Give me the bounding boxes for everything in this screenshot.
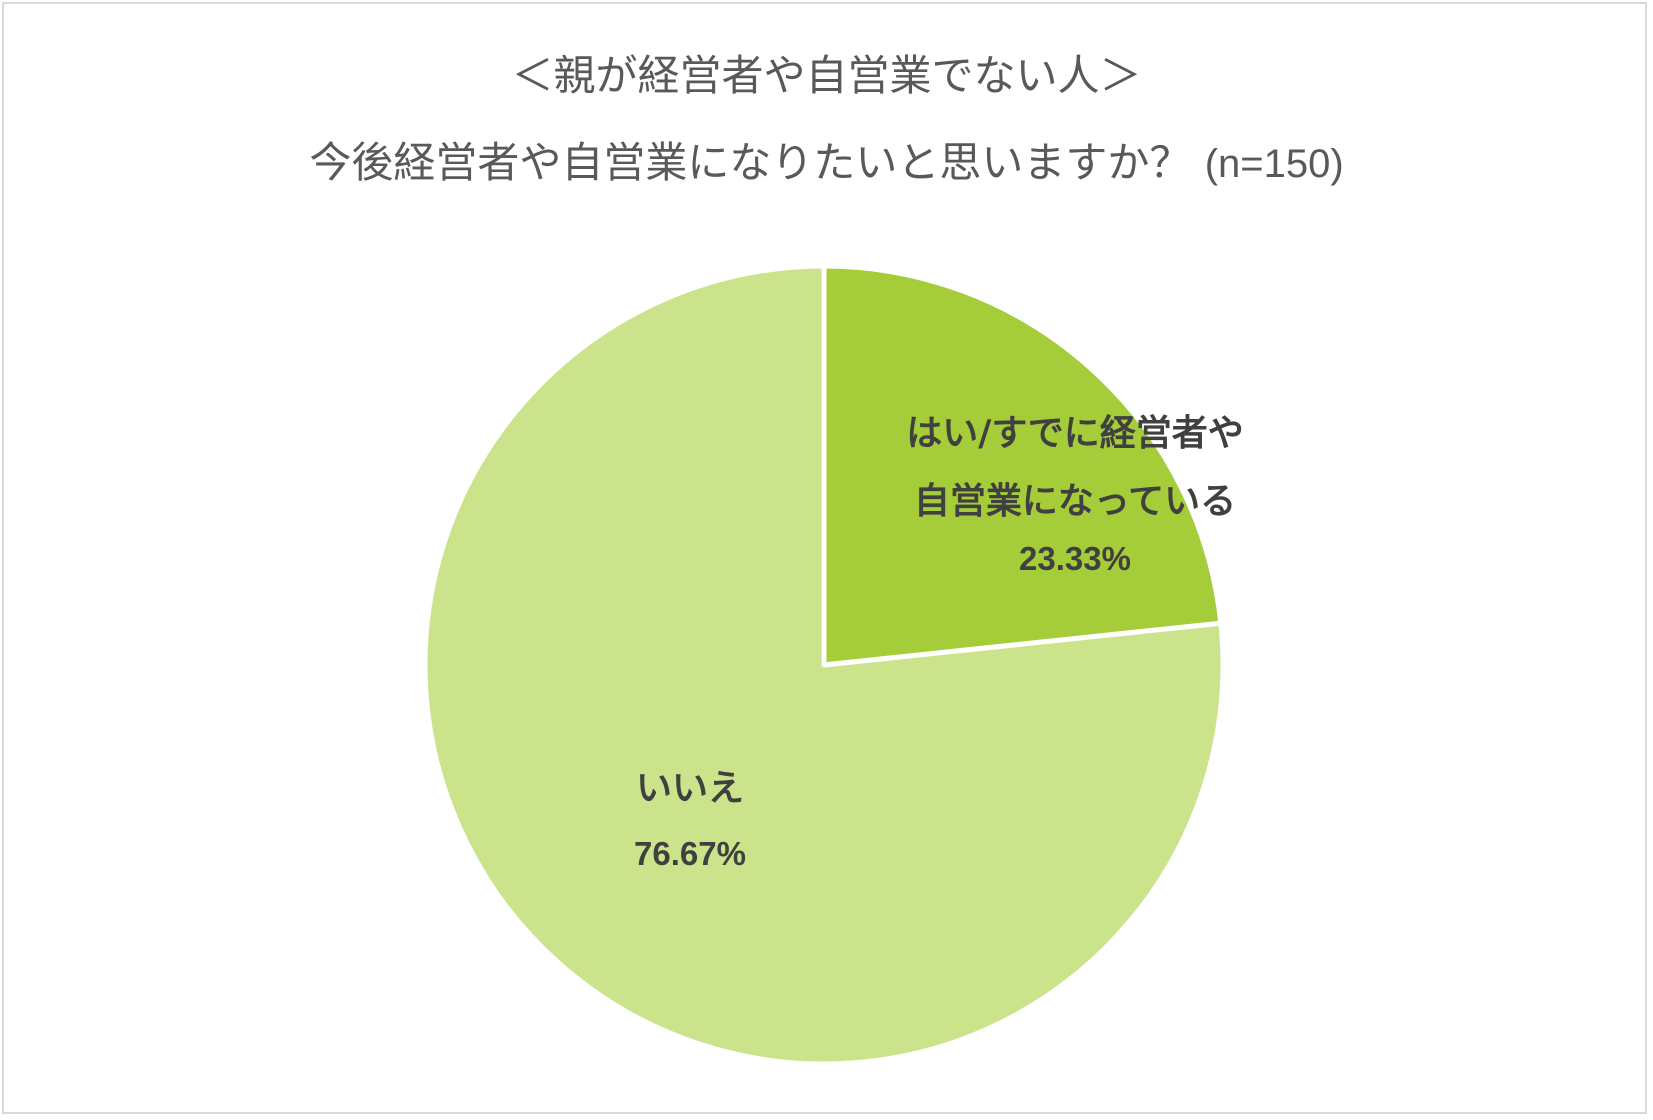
slice-label-0-line-1: 自営業になっている [914,481,1236,522]
pie-slice-1 [422,263,1226,1067]
chart-title: ＜親が経営者や自営業でない人＞ [511,51,1142,100]
chart-subtitle: 今後経営者や自営業になりたいと思いますか？ [309,138,1192,187]
sample-size: (n=150) [1204,142,1344,186]
slice-value-label-1: 76.67% [634,835,746,872]
chart-subtitle-row: 今後経営者や自営業になりたいと思いますか？ (n=150) [0,135,1653,192]
slice-label-1-line-0: いいえ [636,768,744,809]
slice-value-label-0: 23.33% [1019,540,1131,577]
pie-slice-0 [821,263,1224,668]
slice-label-0-line-0: はい/すでに経営者や [906,413,1244,454]
